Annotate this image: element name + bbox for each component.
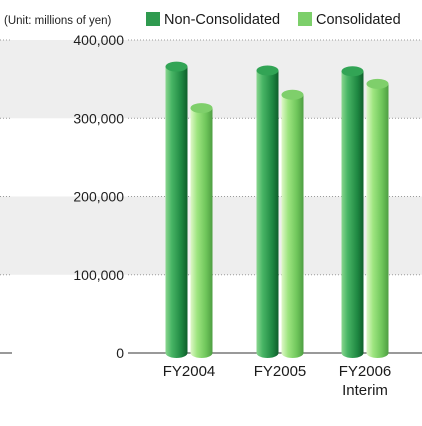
x-tick-label: FY2004 xyxy=(163,363,216,380)
bar-consolidated-0-bottom-cap xyxy=(190,348,213,358)
bar-consolidated-2-body xyxy=(366,83,389,353)
bar-consolidated-1-bottom-cap xyxy=(281,348,304,358)
y-tick-label: 400,000 xyxy=(73,32,124,48)
bar-consolidated-1 xyxy=(281,89,304,358)
unit-label: (Unit: millions of yen) xyxy=(4,15,112,27)
y-tick-label: 200,000 xyxy=(73,189,124,205)
bar-non-consolidated-1-body xyxy=(256,70,279,353)
legend-item-consolidated: Consolidated xyxy=(316,12,401,28)
bar-non-consolidated-0-body xyxy=(165,66,188,353)
legend-item-non-consolidated-swatch xyxy=(146,12,160,26)
bars-layer xyxy=(165,61,389,358)
bar-consolidated-2 xyxy=(366,78,389,358)
bar-consolidated-1-body xyxy=(281,94,304,354)
bar-consolidated-0 xyxy=(190,103,213,358)
bar-non-consolidated-0 xyxy=(165,61,188,358)
bar-non-consolidated-2-body xyxy=(341,71,364,354)
bar-non-consolidated-1-top-cap xyxy=(256,65,279,76)
bar-consolidated-0-top-cap xyxy=(190,103,213,114)
x-tick-label: FY2006 xyxy=(339,363,392,380)
legend-item-consolidated-swatch xyxy=(298,12,312,26)
x-tick-label: FY2005 xyxy=(254,363,307,380)
legend-item-non-consolidated: Non-Consolidated xyxy=(164,12,280,28)
legend: Non-Consolidated Consolidated xyxy=(146,12,401,28)
y-tick-label: 100,000 xyxy=(73,267,124,283)
bar-non-consolidated-0-top-cap xyxy=(165,61,188,72)
bar-non-consolidated-2-bottom-cap xyxy=(341,348,364,358)
bar-non-consolidated-2-top-cap xyxy=(341,66,364,77)
y-tick-label: 300,000 xyxy=(73,110,124,126)
bar-consolidated-1-top-cap xyxy=(281,89,304,100)
bar-non-consolidated-1 xyxy=(256,65,279,358)
bar-non-consolidated-2 xyxy=(341,66,364,358)
bar-non-consolidated-1-bottom-cap xyxy=(256,348,279,358)
y-tick-label: 0 xyxy=(116,345,124,361)
bar-consolidated-0-body xyxy=(190,108,213,353)
bar-consolidated-2-top-cap xyxy=(366,78,389,89)
x-tick-label: Interim xyxy=(342,382,388,399)
bar-consolidated-2-bottom-cap xyxy=(366,348,389,358)
bar-non-consolidated-0-bottom-cap xyxy=(165,348,188,358)
labels-layer: 0 100,000 200,000 300,000 400,000 (Unit: mill… xyxy=(4,15,391,399)
